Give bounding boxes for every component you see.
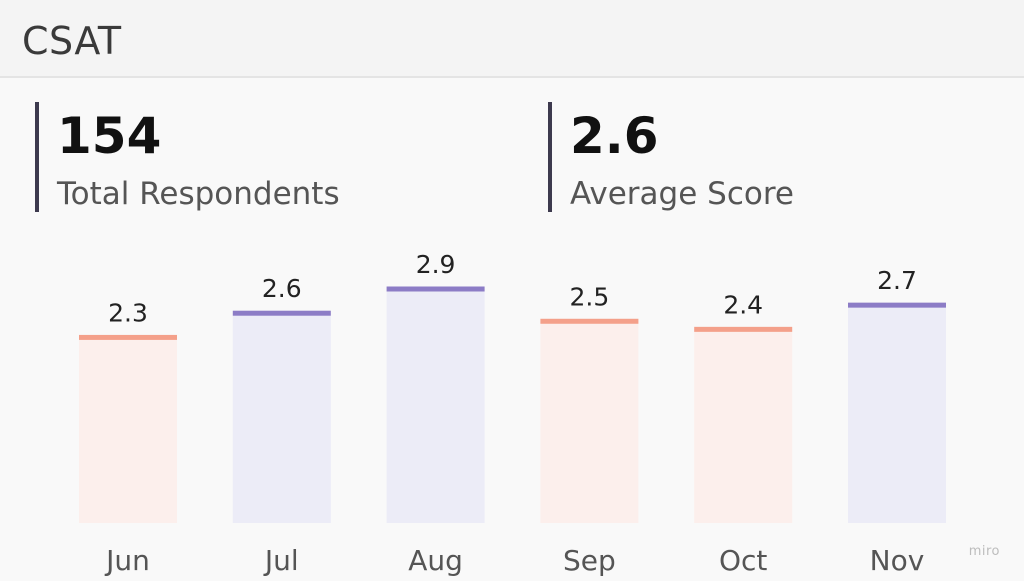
data-label-jul: 2.6 xyxy=(262,274,302,303)
data-label-oct: 2.4 xyxy=(723,290,763,319)
bar-jul xyxy=(232,313,331,523)
x-tick-label-jun: Jun xyxy=(104,544,150,577)
header-bar: CSAT xyxy=(0,0,1024,78)
kpi-total-respondents: 154 Total Respondents xyxy=(35,102,495,212)
data-label-jun: 2.3 xyxy=(108,298,148,327)
bar-cap-sep xyxy=(540,318,639,324)
kpi-value: 2.6 xyxy=(570,107,659,165)
data-label-nov: 2.7 xyxy=(877,266,917,295)
kpi-average-score: 2.6 Average Score xyxy=(548,102,1008,212)
bar-cap-oct xyxy=(694,326,793,332)
bar-jun xyxy=(79,337,177,523)
x-tick-label-jul: Jul xyxy=(263,544,299,577)
bar-cap-jul xyxy=(232,310,331,316)
bar-cap-aug xyxy=(386,286,485,292)
bar-cap-nov xyxy=(848,302,946,308)
kpi-label: Total Respondents xyxy=(57,176,340,212)
kpi-value: 154 xyxy=(57,107,162,165)
x-tick-label-oct: Oct xyxy=(719,544,767,577)
data-label-sep: 2.5 xyxy=(570,282,610,311)
bar-oct xyxy=(694,329,793,523)
bar-sep xyxy=(540,321,639,523)
bar-aug xyxy=(386,289,485,523)
x-tick-label-sep: Sep xyxy=(563,544,616,577)
widget-title: CSAT xyxy=(22,19,122,63)
bar-cap-jun xyxy=(79,334,177,340)
bar-nov xyxy=(848,305,946,523)
data-label-aug: 2.9 xyxy=(416,250,456,279)
kpi-label: Average Score xyxy=(570,176,794,212)
x-tick-label-aug: Aug xyxy=(408,544,463,577)
x-tick-label-nov: Nov xyxy=(870,544,925,577)
miro-watermark: miro xyxy=(968,544,1000,559)
